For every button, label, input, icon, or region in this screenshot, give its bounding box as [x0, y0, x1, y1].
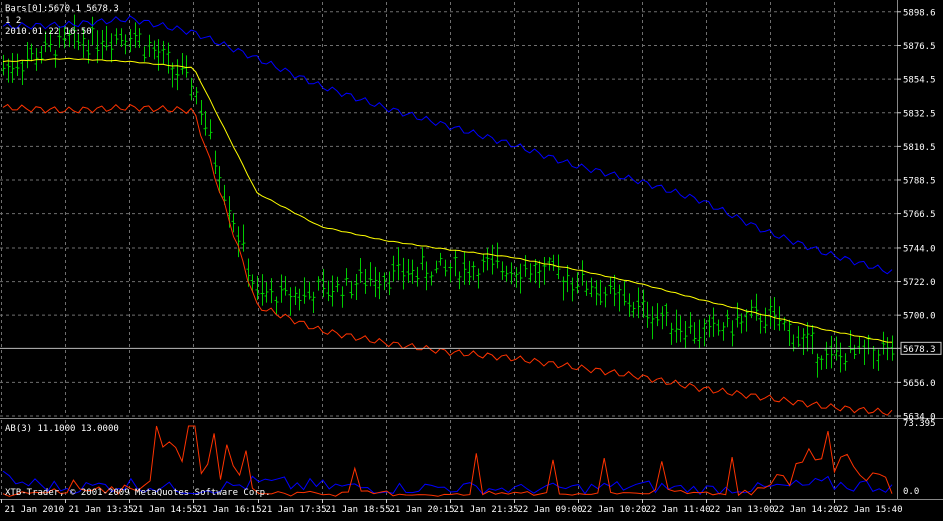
indicator-tick-label: 73.395 [903, 419, 936, 429]
price-tick-label: 5876.5 [903, 42, 936, 52]
indicator-tick-label: 0.0 [903, 487, 919, 497]
sub-indicator [2, 425, 893, 497]
price-tick-label: 5678.3 [903, 345, 936, 355]
time-tick-label: 21 Jan 16:15 [197, 505, 262, 515]
time-tick-label: 22 Jan 09:00 [518, 505, 583, 515]
upper-band-line [2, 15, 893, 275]
copyright-text: XTB-Trader, © 2001-2009 MetaQuotes Softw… [5, 488, 271, 498]
price-grid [0, 2, 897, 498]
price-bars [1, 14, 895, 378]
time-tick-label: 21 Jan 14:55 [133, 505, 198, 515]
time-tick-label: 22 Jan 14:20 [774, 505, 839, 515]
time-tick-label: 21 Jan 18:55 [326, 505, 391, 515]
price-tick-label: 5832.5 [903, 109, 936, 119]
sub-red-line [2, 425, 893, 497]
time-tick-label: 21 Jan 20:15 [390, 505, 455, 515]
indicator-title: AB(3) 11.1000 13.0000 [5, 424, 119, 434]
price-tick-label: 5656.0 [903, 379, 936, 389]
current-price-box [900, 341, 942, 355]
lower-band-line [2, 103, 893, 416]
indicator-lines [2, 15, 893, 416]
header-line-1: Bars[0]:5670.1 5678.3 [5, 4, 119, 14]
price-tick-label: 5766.5 [903, 210, 936, 220]
price-tick-label: 5634.0 [903, 413, 936, 423]
time-tick-label: 21 Jan 17:35 [262, 505, 327, 515]
time-tick-label: 22 Jan 13:00 [710, 505, 775, 515]
price-tick-label: 5810.5 [903, 143, 936, 153]
price-tick-label: 5744.0 [903, 244, 936, 254]
header-line-2: 1 2 [5, 16, 22, 26]
sub-blue-line [2, 470, 893, 496]
time-tick-label: 21 Jan 2010 [5, 505, 65, 515]
price-tick-label: 5722.0 [903, 278, 936, 288]
time-tick-label: 21 Jan 21:35 [454, 505, 519, 515]
price-tick-label: 5854.5 [903, 76, 936, 86]
middle-average-line [2, 57, 893, 343]
time-tick-label: 22 Jan 15:40 [838, 505, 903, 515]
time-tick-label: 22 Jan 11:40 [646, 505, 711, 515]
time-tick-label: 22 Jan 10:20 [582, 505, 647, 515]
price-tick-label: 5898.6 [903, 8, 936, 18]
price-tick-label: 5700.0 [903, 312, 936, 322]
price-tick-label: 5788.5 [903, 176, 936, 186]
time-tick-label: 21 Jan 13:35 [69, 505, 134, 515]
header-line-3: 2010.01.22 16:50 [5, 27, 92, 37]
